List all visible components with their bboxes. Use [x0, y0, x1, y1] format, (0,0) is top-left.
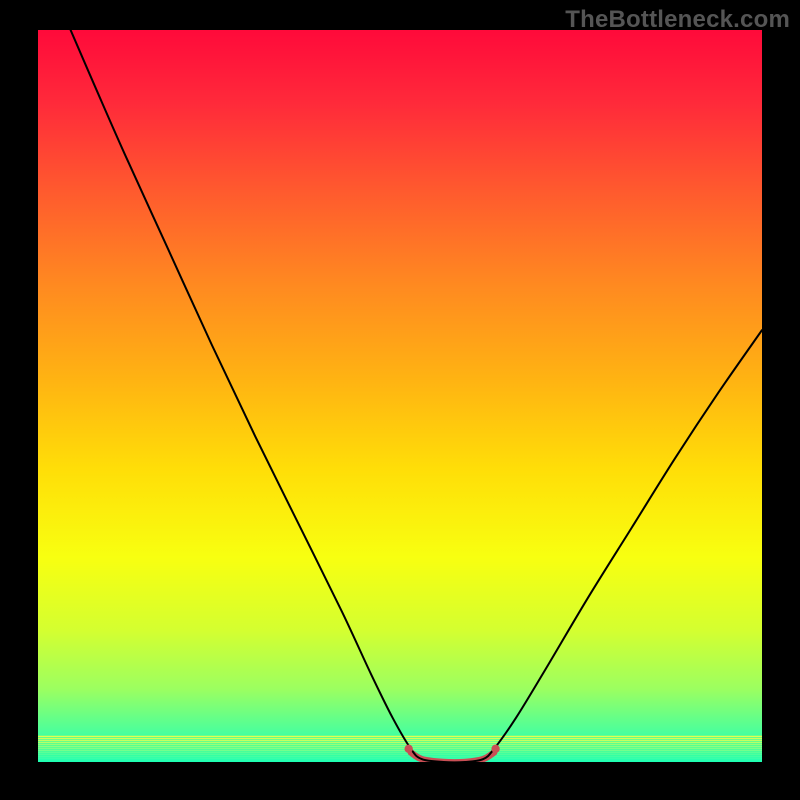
valley-endpoint-marker	[491, 745, 499, 753]
chart-plot-area	[38, 30, 762, 762]
main-v-curve	[71, 30, 762, 762]
valley-endpoint-marker	[404, 745, 412, 753]
chart-overlay-svg	[38, 30, 762, 762]
watermark-text: TheBottleneck.com	[565, 6, 790, 34]
